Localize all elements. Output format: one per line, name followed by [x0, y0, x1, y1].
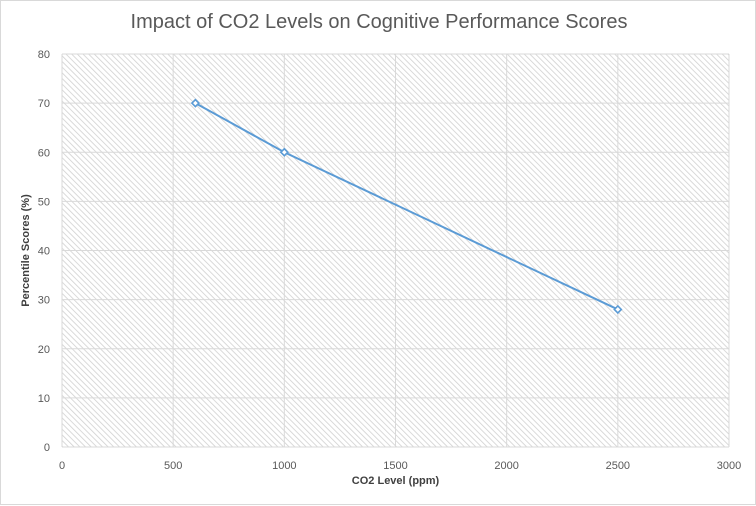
y-axis-title: Percentile Scores (%) — [20, 194, 32, 307]
x-axis-title: CO2 Level (ppm) — [352, 475, 440, 487]
x-tick-label: 500 — [164, 460, 182, 472]
data-point-marker — [190, 98, 201, 108]
y-tick-label: 70 — [38, 98, 50, 110]
y-tick-label: 10 — [38, 393, 50, 405]
x-tick-label: 3000 — [717, 460, 741, 472]
gridlines — [61, 53, 730, 448]
x-tick-label: 0 — [59, 460, 65, 472]
data-point-marker — [279, 147, 289, 157]
chart-title: Impact of CO2 Levels on Cognitive Perfor… — [130, 11, 628, 33]
y-tick-label: 0 — [44, 442, 50, 454]
y-tick-label: 30 — [38, 295, 50, 307]
y-tick-label: 80 — [38, 49, 50, 61]
y-tick-label: 60 — [38, 147, 50, 159]
y-tick-label: 40 — [38, 246, 50, 258]
x-axis-ticks: 0 500 1000 1500 2000 2500 3000 — [59, 460, 741, 472]
y-tick-label: 50 — [38, 196, 50, 208]
x-tick-label: 2000 — [494, 460, 518, 472]
x-tick-label: 1500 — [383, 460, 407, 472]
y-axis-ticks: 0 10 20 30 40 50 60 70 80 — [38, 49, 50, 454]
x-tick-label: 1000 — [272, 460, 296, 472]
series-group — [190, 98, 623, 315]
x-tick-label: 2500 — [606, 460, 630, 472]
data-point-marker — [613, 304, 623, 315]
y-tick-label: 20 — [38, 344, 50, 356]
